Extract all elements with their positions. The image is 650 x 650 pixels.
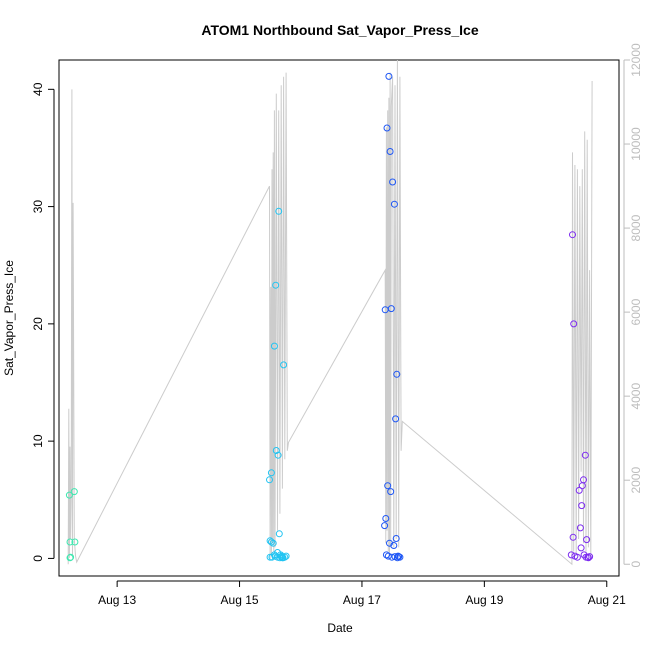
data-point <box>387 305 395 313</box>
data-point <box>275 530 283 538</box>
x-tick-label: Aug 13 <box>98 593 136 607</box>
data-point <box>390 200 398 208</box>
data-point <box>569 533 577 541</box>
data-point <box>385 72 393 80</box>
data-point <box>280 361 288 369</box>
y-axis-label: Sat_Vapor_Press_Ice <box>2 260 16 376</box>
secondary-series-line <box>67 59 593 566</box>
data-point <box>567 551 575 559</box>
data-point <box>383 124 391 132</box>
data-point <box>67 553 75 561</box>
data-point <box>66 554 74 562</box>
data-point <box>272 281 280 289</box>
y2-tick-label: 4000 <box>629 383 643 410</box>
y2-tick-label: 6000 <box>629 298 643 325</box>
y-tick-label: 0 <box>31 555 45 562</box>
data-point <box>270 342 278 350</box>
data-point <box>382 515 390 522</box>
data-point <box>269 539 277 547</box>
data-point <box>387 488 395 496</box>
x-tick-label: Aug 19 <box>465 593 503 607</box>
x-tick-label: Aug 21 <box>588 593 626 607</box>
data-point <box>570 320 578 328</box>
data-point <box>575 486 583 494</box>
data-point <box>65 491 73 499</box>
data-point <box>583 536 591 544</box>
x-tick-label: Aug 15 <box>221 593 259 607</box>
data-point <box>274 549 281 556</box>
data-point <box>267 469 275 477</box>
data-point <box>275 207 283 215</box>
x-tick-label: Aug 17 <box>343 593 381 607</box>
data-point <box>393 370 401 378</box>
data-point <box>66 538 74 546</box>
data-point <box>266 476 273 484</box>
data-point <box>577 544 585 552</box>
data-point <box>578 482 586 490</box>
data-point <box>389 178 397 186</box>
y-tick-label: 30 <box>31 200 45 214</box>
data-point <box>381 522 389 530</box>
x-axis-label: Date <box>327 621 353 635</box>
data-point <box>580 476 587 484</box>
y2-tick-label: 12000 <box>629 43 643 77</box>
secondary-y-axis: 0 2000 4000 6000 8000 10000 12000 <box>623 43 643 568</box>
data-point <box>393 554 401 562</box>
chart-title: ATOM1 Northbound Sat_Vapor_Press_Ice <box>201 22 478 38</box>
data-point <box>282 552 290 560</box>
data-point <box>582 553 590 561</box>
data-point <box>274 451 282 459</box>
data-point <box>581 451 589 459</box>
data-point <box>578 502 586 510</box>
data-point <box>392 415 400 423</box>
data-point <box>384 482 392 490</box>
data-point <box>267 538 275 546</box>
data-point <box>272 447 280 454</box>
data-point <box>580 551 588 559</box>
data-point <box>390 542 398 549</box>
data-point <box>573 553 581 561</box>
y-axis: 0 10 20 30 40 <box>31 82 55 562</box>
points-layer <box>65 72 594 562</box>
y-tick-label: 40 <box>31 82 45 96</box>
y2-tick-label: 0 <box>629 561 643 568</box>
data-point <box>576 524 584 532</box>
y-tick-label: 10 <box>31 434 45 448</box>
x-axis: Aug 13 Aug 15 Aug 17 Aug 19 Aug 21 <box>98 580 626 607</box>
data-point <box>569 231 576 239</box>
data-point <box>386 148 394 155</box>
secondary-line-layer <box>67 59 593 566</box>
data-point <box>278 554 286 562</box>
y-tick-label: 20 <box>31 317 45 331</box>
data-point <box>70 488 78 496</box>
data-point <box>392 535 400 542</box>
data-point <box>384 552 392 560</box>
data-point <box>71 538 79 546</box>
plot-frame <box>58 59 620 577</box>
y2-tick-label: 2000 <box>629 467 643 494</box>
y2-tick-label: 8000 <box>629 214 643 241</box>
y2-tick-label: 10000 <box>629 127 643 161</box>
